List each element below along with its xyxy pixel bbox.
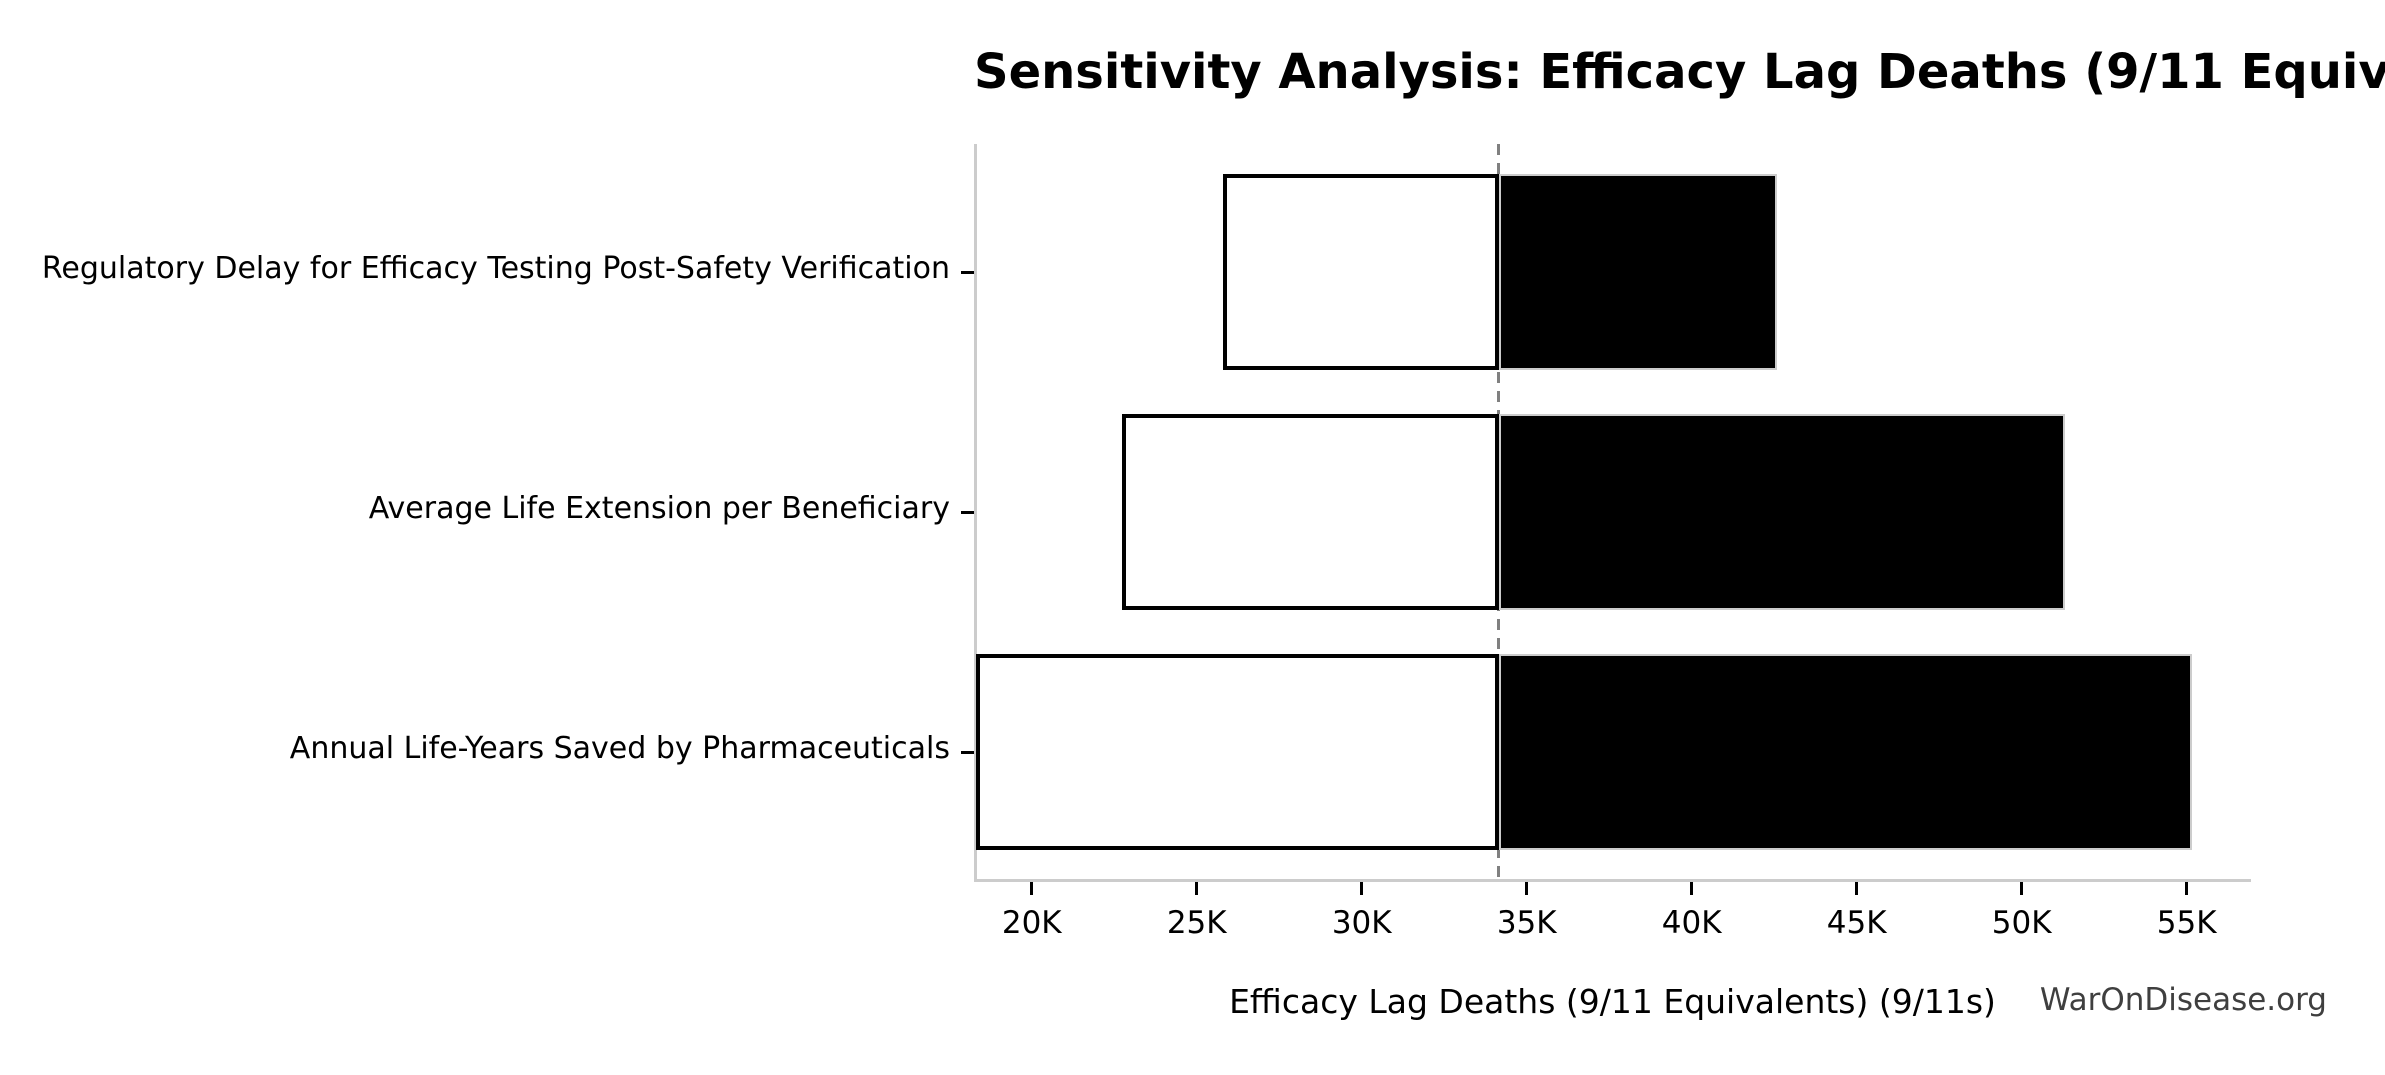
x-tick (1360, 882, 1364, 895)
x-tick-label: 45K (1826, 905, 1887, 941)
x-tick (1855, 882, 1859, 895)
x-tick-label: 25K (1166, 905, 1227, 941)
category-label: Regulatory Delay for Efficacy Testing Po… (41, 251, 950, 286)
tornado-bar-low (1122, 414, 1499, 610)
y-tick (961, 750, 974, 754)
x-tick (1030, 882, 1034, 895)
category-label: Annual Life-Years Saved by Pharmaceutica… (289, 731, 950, 766)
category-label: Average Life Extension per Beneficiary (368, 491, 950, 526)
tornado-bar-low (975, 654, 1499, 850)
x-tick (1195, 882, 1199, 895)
x-tick-label: 20K (1001, 905, 1062, 941)
tornado-bar-high (1498, 414, 2065, 610)
chart-title: Sensitivity Analysis: Efficacy Lag Death… (974, 44, 2385, 100)
x-tick (1525, 882, 1529, 895)
x-tick (1690, 882, 1694, 895)
y-tick (961, 510, 974, 514)
x-tick (2020, 882, 2024, 895)
x-tick-label: 30K (1331, 905, 1392, 941)
x-axis-label: Efficacy Lag Deaths (9/11 Equivalents) (… (1229, 982, 1996, 1021)
plot-area (974, 144, 2251, 882)
x-tick-label: 55K (2156, 905, 2217, 941)
x-tick-label: 35K (1496, 905, 1557, 941)
tornado-bar-high (1498, 174, 1778, 370)
tornado-bar-high (1498, 654, 2192, 850)
tornado-bar-low (1223, 174, 1499, 370)
x-tick (2185, 882, 2189, 895)
y-tick (961, 270, 974, 274)
x-tick-label: 40K (1661, 905, 1722, 941)
x-tick-label: 50K (1991, 905, 2052, 941)
watermark-text: WarOnDisease.org (2039, 982, 2327, 1018)
